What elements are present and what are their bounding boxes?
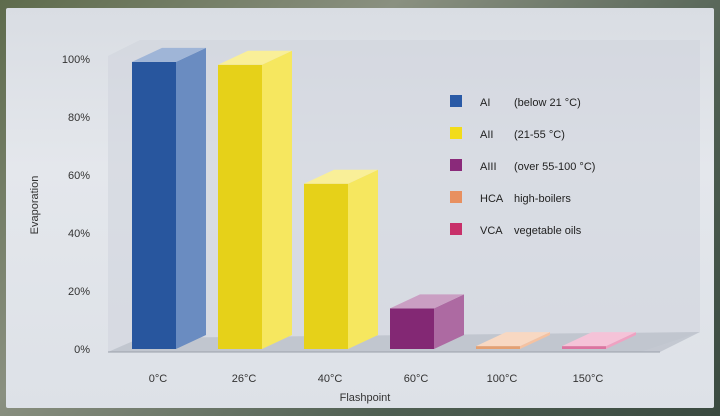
bar [304, 170, 378, 349]
legend-code: AII [480, 129, 493, 141]
legend-swatch [450, 191, 462, 203]
x-tick-label: 26°C [232, 373, 257, 385]
legend-code: VCA [480, 225, 503, 237]
bar-front [562, 346, 606, 349]
bar-front [476, 346, 520, 349]
bar-side [262, 51, 292, 349]
y-tick-label: 100% [62, 54, 90, 66]
x-tick-label: 40°C [318, 373, 343, 385]
legend-desc: (over 55-100 °C) [514, 161, 595, 173]
x-tick-label: 150°C [573, 373, 604, 385]
legend-desc: high-boilers [514, 193, 571, 205]
legend-code: AI [480, 97, 490, 109]
bar-front [218, 65, 262, 349]
bar-front [132, 62, 176, 349]
bar-front [304, 184, 348, 349]
legend-swatch [450, 159, 462, 171]
y-tick-label: 40% [68, 228, 90, 240]
bar-side [348, 170, 378, 349]
bar [132, 48, 206, 349]
y-axis-label: Evaporation [29, 176, 41, 235]
bar-front [390, 308, 434, 349]
bar-side [176, 48, 206, 349]
legend-desc: (21-55 °C) [514, 129, 565, 141]
bar [218, 51, 292, 349]
legend-code: HCA [480, 193, 504, 205]
y-tick-label: 60% [68, 170, 90, 182]
y-tick-label: 20% [68, 286, 90, 298]
legend-swatch [450, 95, 462, 107]
x-axis-label: Flashpoint [340, 392, 391, 404]
legend-desc: (below 21 °C) [514, 97, 581, 109]
x-tick-label: 60°C [404, 373, 429, 385]
legend-swatch [450, 127, 462, 139]
y-tick-label: 80% [68, 112, 90, 124]
legend-desc: vegetable oils [514, 225, 582, 237]
legend-code: AIII [480, 161, 497, 173]
x-tick-label: 0°C [149, 373, 168, 385]
legend-swatch [450, 223, 462, 235]
y-tick-label: 0% [74, 344, 90, 356]
x-tick-label: 100°C [487, 373, 518, 385]
